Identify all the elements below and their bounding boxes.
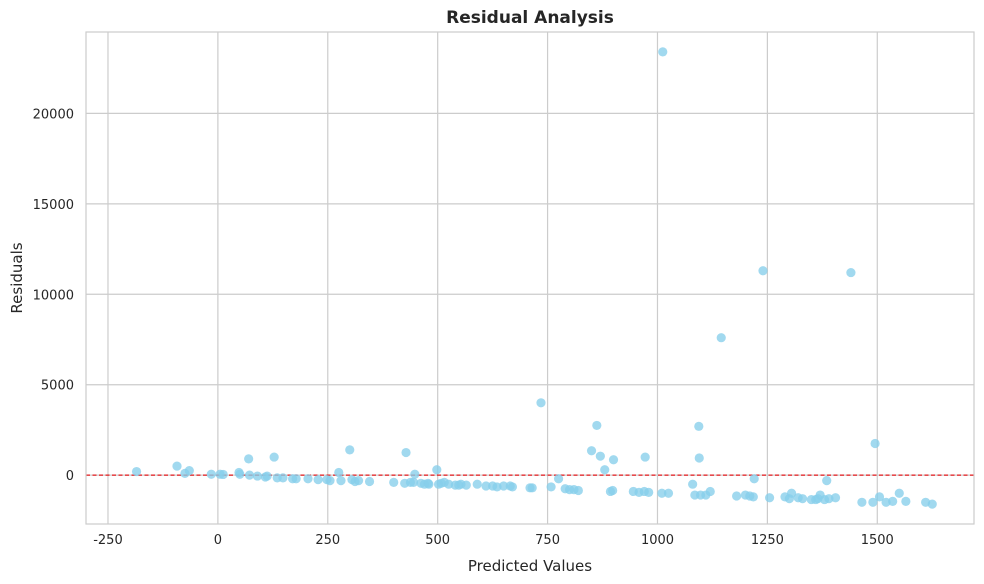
data-point [822,475,832,486]
data-point [252,471,263,481]
data-point [716,333,726,343]
data-point [481,481,491,491]
x-tick-labels: -250 0 250 500 750 1000 1250 1500 [93,533,894,548]
data-point [353,475,364,486]
data-point [732,491,742,501]
data-point [894,488,904,498]
data-point [874,492,885,502]
data-point [870,438,880,449]
data-point [364,476,375,487]
data-point [472,479,482,489]
data-point [507,482,518,492]
data-point [640,452,650,462]
data-point [830,493,841,503]
data-point [184,466,194,476]
data-point [846,267,856,278]
data-point [573,485,583,496]
data-point [888,496,898,506]
grid [86,32,974,524]
data-point [608,485,618,496]
data-point [278,473,288,483]
data-point [206,469,216,479]
data-point [694,421,704,431]
data-point [901,496,911,506]
x-axis-label: Predicted Values [468,557,592,575]
data-point [748,492,758,502]
y-tick-label: 20000 [33,107,74,122]
y-tick-labels: 0 5000 10000 15000 20000 [33,107,74,484]
x-tick-label: 1250 [751,533,784,548]
data-point [244,454,254,464]
data-point [592,420,602,431]
y-tick-label: 15000 [33,198,74,213]
data-point [269,452,279,462]
data-point [694,453,704,463]
data-point [758,266,768,276]
x-tick-label: 1500 [861,533,894,548]
data-point [657,488,667,498]
data-point [131,466,142,477]
data-point [663,488,674,498]
data-point [303,474,313,484]
data-point [546,482,556,492]
y-tick-label: 5000 [41,379,74,394]
data-points [131,47,937,509]
data-point [345,445,355,455]
data-point [461,480,471,490]
y-axis-label: Residuals [8,242,26,313]
chart-title: Residual Analysis [446,8,614,28]
data-point [797,494,808,504]
data-point [389,477,399,487]
data-point [764,493,775,503]
data-point [705,486,715,497]
data-point [172,461,182,471]
data-point [424,479,434,489]
data-point [608,455,619,465]
data-point [432,465,442,475]
data-point [553,474,564,484]
data-point [262,471,272,481]
data-point [499,481,509,491]
data-point [600,465,610,475]
data-point [586,446,597,456]
y-tick-label: 10000 [33,288,74,303]
data-point [527,483,537,493]
data-point [688,479,698,489]
x-tick-label: 1000 [641,533,674,548]
data-point [786,488,797,498]
data-point [291,474,301,484]
data-point [408,477,419,487]
data-point [868,497,878,507]
data-point [235,469,245,479]
data-point [218,469,228,480]
data-point [336,475,346,486]
data-point [644,487,654,497]
y-tick-label: 0 [66,469,74,484]
data-point [595,451,605,461]
x-tick-label: 750 [535,533,560,548]
data-point [927,499,937,509]
data-point [857,497,867,507]
data-point [244,470,255,480]
data-point [334,467,344,478]
data-point [325,475,335,486]
x-tick-label: 0 [214,533,222,548]
data-point [658,47,668,57]
x-tick-label: 250 [315,533,340,548]
data-point [401,447,411,458]
x-tick-label: -250 [93,533,123,548]
data-point [313,475,323,485]
data-point [536,398,546,408]
data-point [749,474,759,484]
data-point [410,469,420,479]
plot-frame [85,31,975,525]
x-tick-label: 500 [425,533,450,548]
